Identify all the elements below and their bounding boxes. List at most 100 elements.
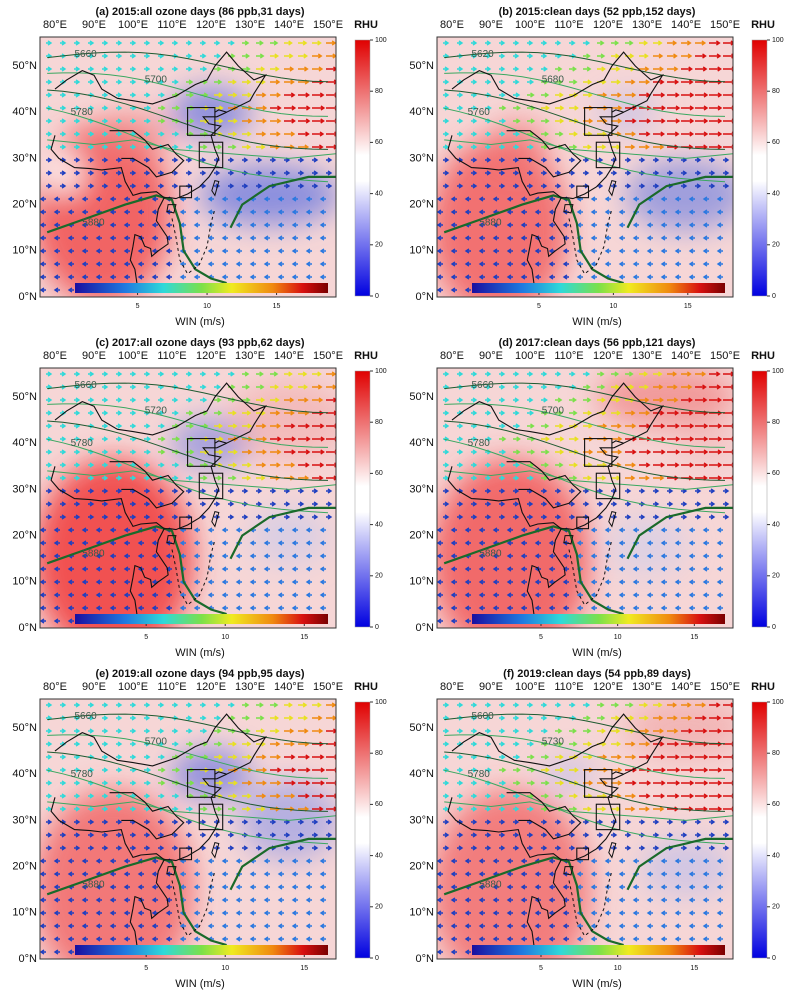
wind-arrow [326,436,336,442]
wind-arrow [158,410,165,416]
wind-arrow [207,196,214,202]
wind-arrow [326,728,336,734]
wind-arrow [478,222,485,228]
wind-arrow [541,397,548,403]
wind-arrow [151,884,158,890]
wind-arrow [667,53,678,59]
boundary [451,713,664,775]
wind-arrow [291,274,298,280]
wind-arrow [716,235,723,241]
wind-arrow [471,462,478,468]
contour-5880 [626,837,733,891]
wind-tick-label: 5 [539,965,543,972]
wind-arrow [541,514,548,520]
wind-arrow [541,40,548,46]
wind-arrow [681,845,688,851]
wind-arrow [478,605,485,611]
wind-arrow [548,936,555,942]
wind-arrow [144,92,151,98]
wind-arrow [443,475,450,481]
taiwan [211,180,220,197]
wind-arrow [604,248,611,254]
wind-arrow [583,475,592,481]
wind-arrow [186,144,194,150]
wind-arrow [74,780,81,786]
wind-arrow [492,605,499,611]
wind-arrow [520,566,527,572]
rhu-blob [40,458,194,628]
rhu-blob [199,165,336,226]
wind-arrow [653,131,666,137]
wind-arrow [702,858,709,864]
wind-arrow [242,371,250,377]
wind-arrow [256,475,266,481]
lon-label: 140°E [671,681,701,693]
wind-arrow [46,819,53,825]
lon-label: 150°E [710,681,740,693]
wind-arrow [688,222,695,228]
lon-label: 130°E [235,19,265,31]
wind-arrow [485,514,492,520]
wind-arrow [597,475,607,481]
wind-arrow [298,92,311,98]
wind-arrow [660,910,667,916]
wind-arrow [256,105,268,111]
wind-arrow [130,702,137,708]
wind-arrow [40,618,46,624]
contour [444,713,726,745]
wind-arrow [506,553,513,559]
wind-arrow [298,40,308,46]
wind-arrow [688,858,695,864]
wind-arrow [548,248,555,254]
wind-arrow [53,884,60,890]
wind-arrow [548,592,555,598]
lat-label: 20°N [12,530,37,542]
wind-arrow [207,592,214,598]
rhu-tick-label: 0 [772,955,776,962]
wind-arrow [506,248,513,254]
wind-arrow [235,910,242,916]
wind-arrow [277,222,284,228]
wind-arrow [471,806,478,812]
wind-arrow [674,261,681,267]
wind-arrow [165,605,172,611]
region-box [187,769,216,798]
wind-arrow [437,884,443,890]
wind-arrow [116,793,123,799]
contour-label: 5780 [71,769,94,780]
wind-arrow [527,423,535,429]
wind-arrow [144,53,151,59]
wind-arrow [46,144,53,150]
wind-arrow [541,754,550,760]
wind-arrow [667,397,679,403]
wind-arrow [646,605,653,611]
wind-arrow [102,92,109,98]
wind-arrow [242,118,253,124]
wind-arrow [702,897,709,903]
rhu-tick-label: 0 [375,955,379,962]
wind-arrow [200,728,208,734]
wind-arrow [688,553,695,559]
wind-arrow [53,605,60,611]
rhu-tick-label: 100 [375,368,387,375]
wind-arrow [263,527,270,533]
wind-arrow [464,540,471,546]
rhu-colorbar [354,370,371,628]
wind-arrow [53,910,60,916]
wind-arrow [88,715,95,721]
wind-arrow [443,144,450,150]
wind-arrow [646,923,653,929]
wind-arrow [674,923,681,929]
wind-arrow [186,79,194,85]
wind-arrow [228,488,235,494]
wind-arrow [702,196,709,202]
wind-arrow [60,449,67,455]
wind-arrow [437,196,443,202]
wind-arrow [256,157,263,163]
wind-arrow [221,248,228,254]
wind-arrow [298,767,311,773]
wind-arrow [450,910,457,916]
wind-arrow [625,819,632,825]
